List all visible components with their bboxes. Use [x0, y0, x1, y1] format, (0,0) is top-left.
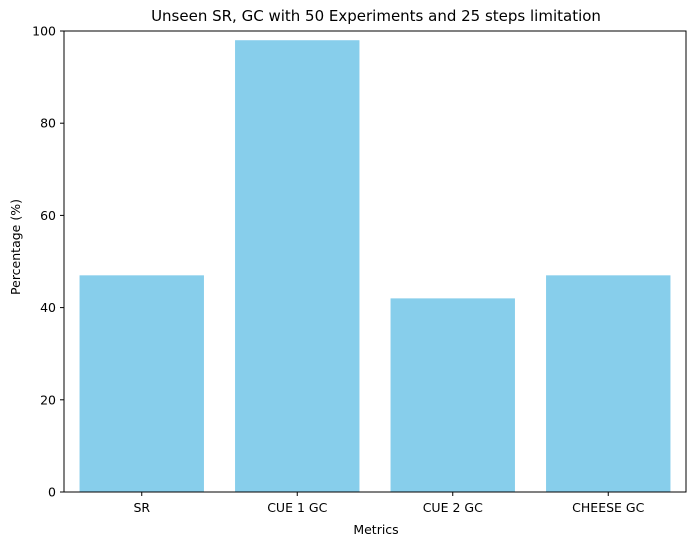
bar-cue-1-gc	[235, 40, 360, 492]
axes-frame	[63, 30, 687, 493]
y-tick-label-40: 40	[40, 300, 56, 315]
chart-title: Unseen SR, GC with 50 Experiments and 25…	[151, 7, 601, 25]
y-tick-label-0: 0	[48, 485, 56, 500]
x-tick-label-cue-2-gc: CUE 2 GC	[423, 500, 483, 515]
bars-layer	[79, 40, 671, 492]
bar-cheese-gc	[546, 275, 671, 492]
bar-cue-2-gc	[390, 298, 515, 492]
y-tick-label-100: 100	[32, 24, 56, 39]
ticks-layer: 0 20 40 60 80 100 SR CUE 1 GC CUE 2 GC CHEESE GC	[32, 24, 644, 516]
y-tick-label-20: 20	[40, 392, 56, 407]
x-tick-label-cheese-gc: CHEESE GC	[572, 500, 644, 515]
bar-sr	[79, 275, 204, 492]
axes-layer	[63, 30, 687, 493]
x-tick-label-sr: SR	[133, 500, 150, 515]
y-axis-label: Percentage (%)	[8, 199, 23, 295]
y-tick-label-80: 80	[40, 116, 56, 131]
x-axis-label: Metrics	[353, 522, 398, 537]
y-tick-label-60: 60	[40, 208, 56, 223]
x-tick-label-cue-1-gc: CUE 1 GC	[267, 500, 327, 515]
